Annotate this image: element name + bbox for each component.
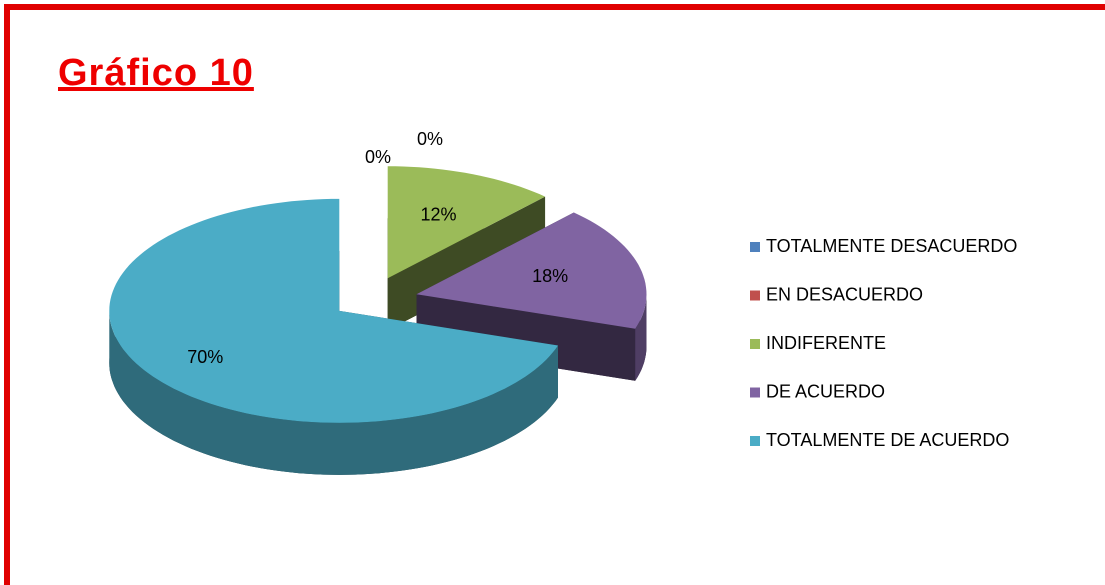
- legend-swatch: [750, 242, 760, 252]
- legend-swatch: [750, 290, 760, 301]
- slice-wall: [416, 294, 636, 381]
- frame: [4, 4, 1105, 585]
- data-label: 0%: [417, 129, 443, 149]
- legend-label: TOTALMENTE DE ACUERDO: [766, 430, 1009, 450]
- legend-swatch: [750, 339, 760, 349]
- legend-label: TOTALMENTE DESACUERDO: [766, 236, 1017, 256]
- legend-label: EN DESACUERDO: [766, 284, 923, 304]
- data-label: 12%: [420, 205, 456, 225]
- legend-swatch: [750, 387, 760, 398]
- slice-side: [109, 310, 559, 475]
- slice: [109, 198, 559, 423]
- slice: [416, 212, 647, 329]
- data-label: 0%: [365, 147, 391, 167]
- slice: [387, 166, 546, 279]
- chart-title: Gráfico 10: [58, 52, 254, 94]
- slice-side: [635, 294, 647, 381]
- legend-swatch: [750, 436, 760, 446]
- legend-label: INDIFERENTE: [766, 333, 886, 353]
- data-label: 18%: [532, 266, 568, 286]
- legend-label: DE ACUERDO: [766, 381, 885, 401]
- data-label: 70%: [187, 347, 223, 367]
